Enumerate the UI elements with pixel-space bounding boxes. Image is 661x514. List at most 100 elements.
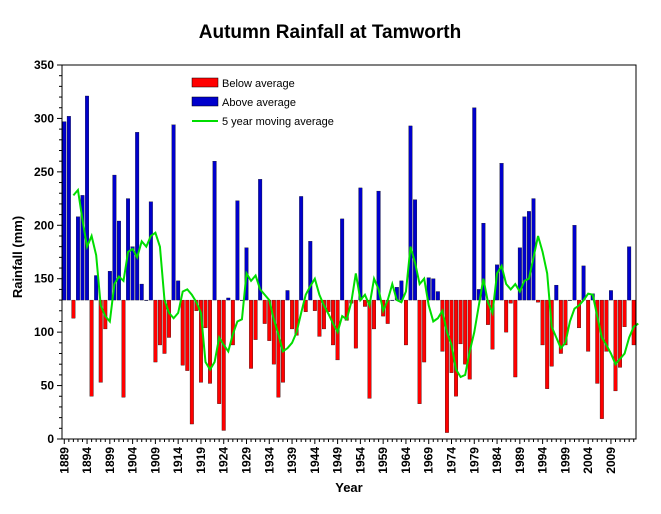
bar-1905 xyxy=(135,132,140,301)
bar-1961 xyxy=(390,299,395,301)
y-tick-label-200: 200 xyxy=(34,218,54,232)
chart-title: Autumn Rainfall at Tamworth xyxy=(199,22,461,43)
bar-1997 xyxy=(554,284,559,301)
bar-1906 xyxy=(139,283,144,301)
bar-1944 xyxy=(312,299,317,311)
y-tick-label-100: 100 xyxy=(34,325,54,339)
bar-1965 xyxy=(408,125,413,301)
x-tick-label-1964: 1964 xyxy=(399,447,413,474)
y-tick-label-300: 300 xyxy=(34,111,54,125)
x-tick-label-1944: 1944 xyxy=(308,447,322,474)
bar-1995 xyxy=(545,299,550,389)
bar-1991 xyxy=(527,211,531,301)
y-tick-label-250: 250 xyxy=(34,165,54,179)
y-tick-label-350: 350 xyxy=(34,58,54,72)
x-tick-label-1984: 1984 xyxy=(490,447,504,474)
bar-1907 xyxy=(144,299,149,301)
bar-2014 xyxy=(631,299,636,346)
bar-2002 xyxy=(577,299,581,329)
bar-1977 xyxy=(463,299,468,365)
bar-1914 xyxy=(176,280,181,301)
x-tick-label-1969: 1969 xyxy=(422,447,436,474)
y-tick-label-50: 50 xyxy=(41,379,55,393)
bar-1902 xyxy=(121,299,126,398)
bar-1901 xyxy=(117,220,121,301)
bar-1945 xyxy=(317,299,322,337)
bar-1950 xyxy=(340,218,345,301)
bar-1937 xyxy=(281,299,285,383)
bar-1921 xyxy=(208,299,212,384)
bar-1936 xyxy=(276,299,281,398)
bar-1933 xyxy=(262,299,267,324)
x-tick-label-1939: 1939 xyxy=(285,447,299,474)
bar-1917 xyxy=(189,299,194,425)
bar-1957 xyxy=(372,299,376,330)
bar-1979 xyxy=(472,107,477,301)
x-tick-label-1954: 1954 xyxy=(353,447,367,474)
bar-1910 xyxy=(158,299,162,346)
bar-1913 xyxy=(171,124,176,301)
bar-1946 xyxy=(322,299,326,330)
bar-2011 xyxy=(618,299,622,368)
bar-1892 xyxy=(76,216,80,301)
bar-1920 xyxy=(203,299,208,329)
x-axis-label: Year xyxy=(335,480,362,495)
bar-1942 xyxy=(303,299,308,312)
x-tick-label-1994: 1994 xyxy=(536,447,550,474)
bar-1947 xyxy=(326,299,331,312)
bar-1935 xyxy=(271,299,276,365)
x-tick-label-1904: 1904 xyxy=(126,447,140,474)
bar-1943 xyxy=(308,241,313,301)
x-tick-label-1959: 1959 xyxy=(376,447,390,474)
y-tick-label-0: 0 xyxy=(47,432,54,446)
bar-1970 xyxy=(431,278,436,301)
bar-2010 xyxy=(613,299,618,392)
bar-1953 xyxy=(353,299,358,349)
bar-1966 xyxy=(413,199,417,301)
y-axis: 0 50 100 150 200 250 300 350 xyxy=(34,58,62,446)
bar-1941 xyxy=(299,196,304,301)
bar-1989 xyxy=(517,247,522,301)
bar-1893 xyxy=(80,195,85,301)
bars-group xyxy=(62,95,636,433)
bar-1999 xyxy=(563,299,568,346)
bar-1923 xyxy=(217,299,222,404)
bar-1972 xyxy=(440,299,445,352)
x-tick-label-1919: 1919 xyxy=(194,447,208,474)
bar-1894 xyxy=(85,95,89,301)
x-tick-label-1889: 1889 xyxy=(57,447,71,474)
bar-1899 xyxy=(107,271,112,301)
x-tick-label-1894: 1894 xyxy=(80,447,94,474)
bar-1958 xyxy=(376,190,381,301)
bar-1978 xyxy=(467,299,472,380)
x-tick-label-1909: 1909 xyxy=(148,447,162,474)
bar-1912 xyxy=(167,299,171,338)
bar-1909 xyxy=(153,299,158,363)
x-tick-label-1989: 1989 xyxy=(513,447,527,474)
bar-1964 xyxy=(404,299,408,346)
bar-1911 xyxy=(162,299,167,354)
legend-label-below: Below average xyxy=(222,78,295,90)
x-tick-label-1899: 1899 xyxy=(103,447,117,474)
bar-1931 xyxy=(253,299,258,340)
bar-1988 xyxy=(513,299,518,378)
moving-average-group xyxy=(72,187,639,379)
bar-2012 xyxy=(622,299,627,327)
bar-1927 xyxy=(235,200,240,301)
x-tick-label-1999: 1999 xyxy=(558,447,572,474)
bar-1897 xyxy=(98,299,103,383)
bar-1994 xyxy=(540,299,545,346)
x-tick-label-1914: 1914 xyxy=(171,447,185,474)
y-axis-label: Rainfall (mm) xyxy=(10,216,25,298)
bar-1916 xyxy=(185,299,190,371)
bar-1895 xyxy=(89,299,94,397)
bar-1900 xyxy=(112,174,117,301)
x-tick-label-1924: 1924 xyxy=(217,447,231,474)
bar-2003 xyxy=(581,265,586,301)
bar-1956 xyxy=(367,299,372,399)
bar-2007 xyxy=(599,299,604,419)
bar-1975 xyxy=(454,299,458,397)
x-axis: 1889 1894 1899 1904 1909 1914 1919 1924 1929 1934… xyxy=(57,439,635,474)
bar-1998 xyxy=(558,299,563,354)
